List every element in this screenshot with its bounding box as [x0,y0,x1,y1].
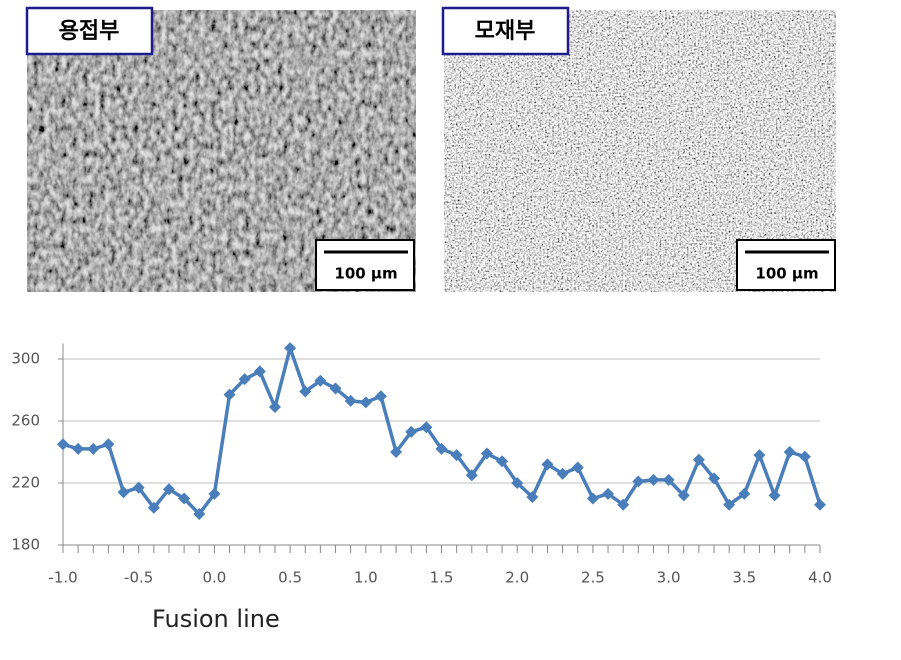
scale-bar-label: 100 μm [755,265,818,283]
data-marker [268,401,281,414]
x-tick-label: 2.0 [505,569,529,587]
data-marker [677,489,690,502]
data-marker [571,461,584,474]
data-marker [374,390,387,403]
data-marker [814,498,826,511]
data-marker [541,458,554,471]
micrograph-base: 모재부 100 μm [441,6,836,292]
data-marker [178,492,191,505]
data-marker [768,489,781,502]
x-axis-label: Fusion line [152,605,280,633]
data-marker [72,442,85,455]
panel-label: 용접부 [59,19,120,44]
data-marker [162,483,175,496]
data-marker [208,487,221,500]
data-marker [87,442,100,455]
data-marker [783,446,796,458]
x-tick-label: 4.0 [808,569,832,587]
data-marker [223,388,236,401]
data-marker [798,450,811,463]
data-marker [480,447,493,460]
data-marker [511,477,524,489]
data-marker [632,475,645,488]
data-line [62,346,822,516]
data-marker [435,442,448,455]
data-marker [708,472,721,485]
data-marker [57,438,69,451]
data-marker [617,498,630,511]
x-tick-label: 3.5 [732,569,756,587]
y-tick-label: 220 [11,474,40,492]
data-marker [132,481,145,494]
x-tick-label: 3.0 [657,569,681,587]
data-marker [299,385,312,398]
data-marker [359,396,372,409]
data-marker [526,490,539,503]
chart: Fusion line 180 220 260 300 -1.0 -0.5 0.0 0.5 1.… [11,342,832,633]
data-marker [420,421,433,434]
y-tick-label: 180 [11,536,40,554]
x-tick-label: 0.0 [202,569,226,587]
x-tick-label: -0.5 [124,569,153,587]
data-marker [117,486,130,499]
data-marker [692,453,705,466]
data-marker [147,501,160,514]
data-marker [723,498,736,511]
data-marker [753,449,766,462]
x-tick-label: 1.5 [430,569,454,587]
data-marker [193,508,206,520]
x-tick-label: 2.5 [581,569,605,587]
y-tick-label: 300 [11,350,40,368]
data-marker [586,492,599,505]
data-marker [602,487,615,500]
data-marker [450,449,463,462]
data-marker [253,365,266,378]
data-marker [102,438,115,451]
x-tick-label: 1.0 [354,569,378,587]
data-marker [496,455,509,468]
x-tick-label: 0.5 [278,569,302,587]
panel-label: 모재부 [475,19,536,44]
data-marker [647,473,660,486]
data-marker [465,469,478,482]
data-marker [284,342,297,355]
data-marker [314,374,327,387]
data-marker [738,487,751,500]
data-marker [662,473,675,486]
data-marker [329,382,342,395]
data-marker [238,373,251,386]
y-tick-label: 260 [11,412,40,430]
x-tick-label: -1.0 [48,569,77,587]
data-marker [390,446,403,458]
micrograph-weld: 용접부 100 μm [25,6,416,292]
data-marker [405,425,418,438]
data-marker [556,467,569,480]
data-marker [344,394,357,407]
scale-bar-label: 100 μm [334,265,397,283]
